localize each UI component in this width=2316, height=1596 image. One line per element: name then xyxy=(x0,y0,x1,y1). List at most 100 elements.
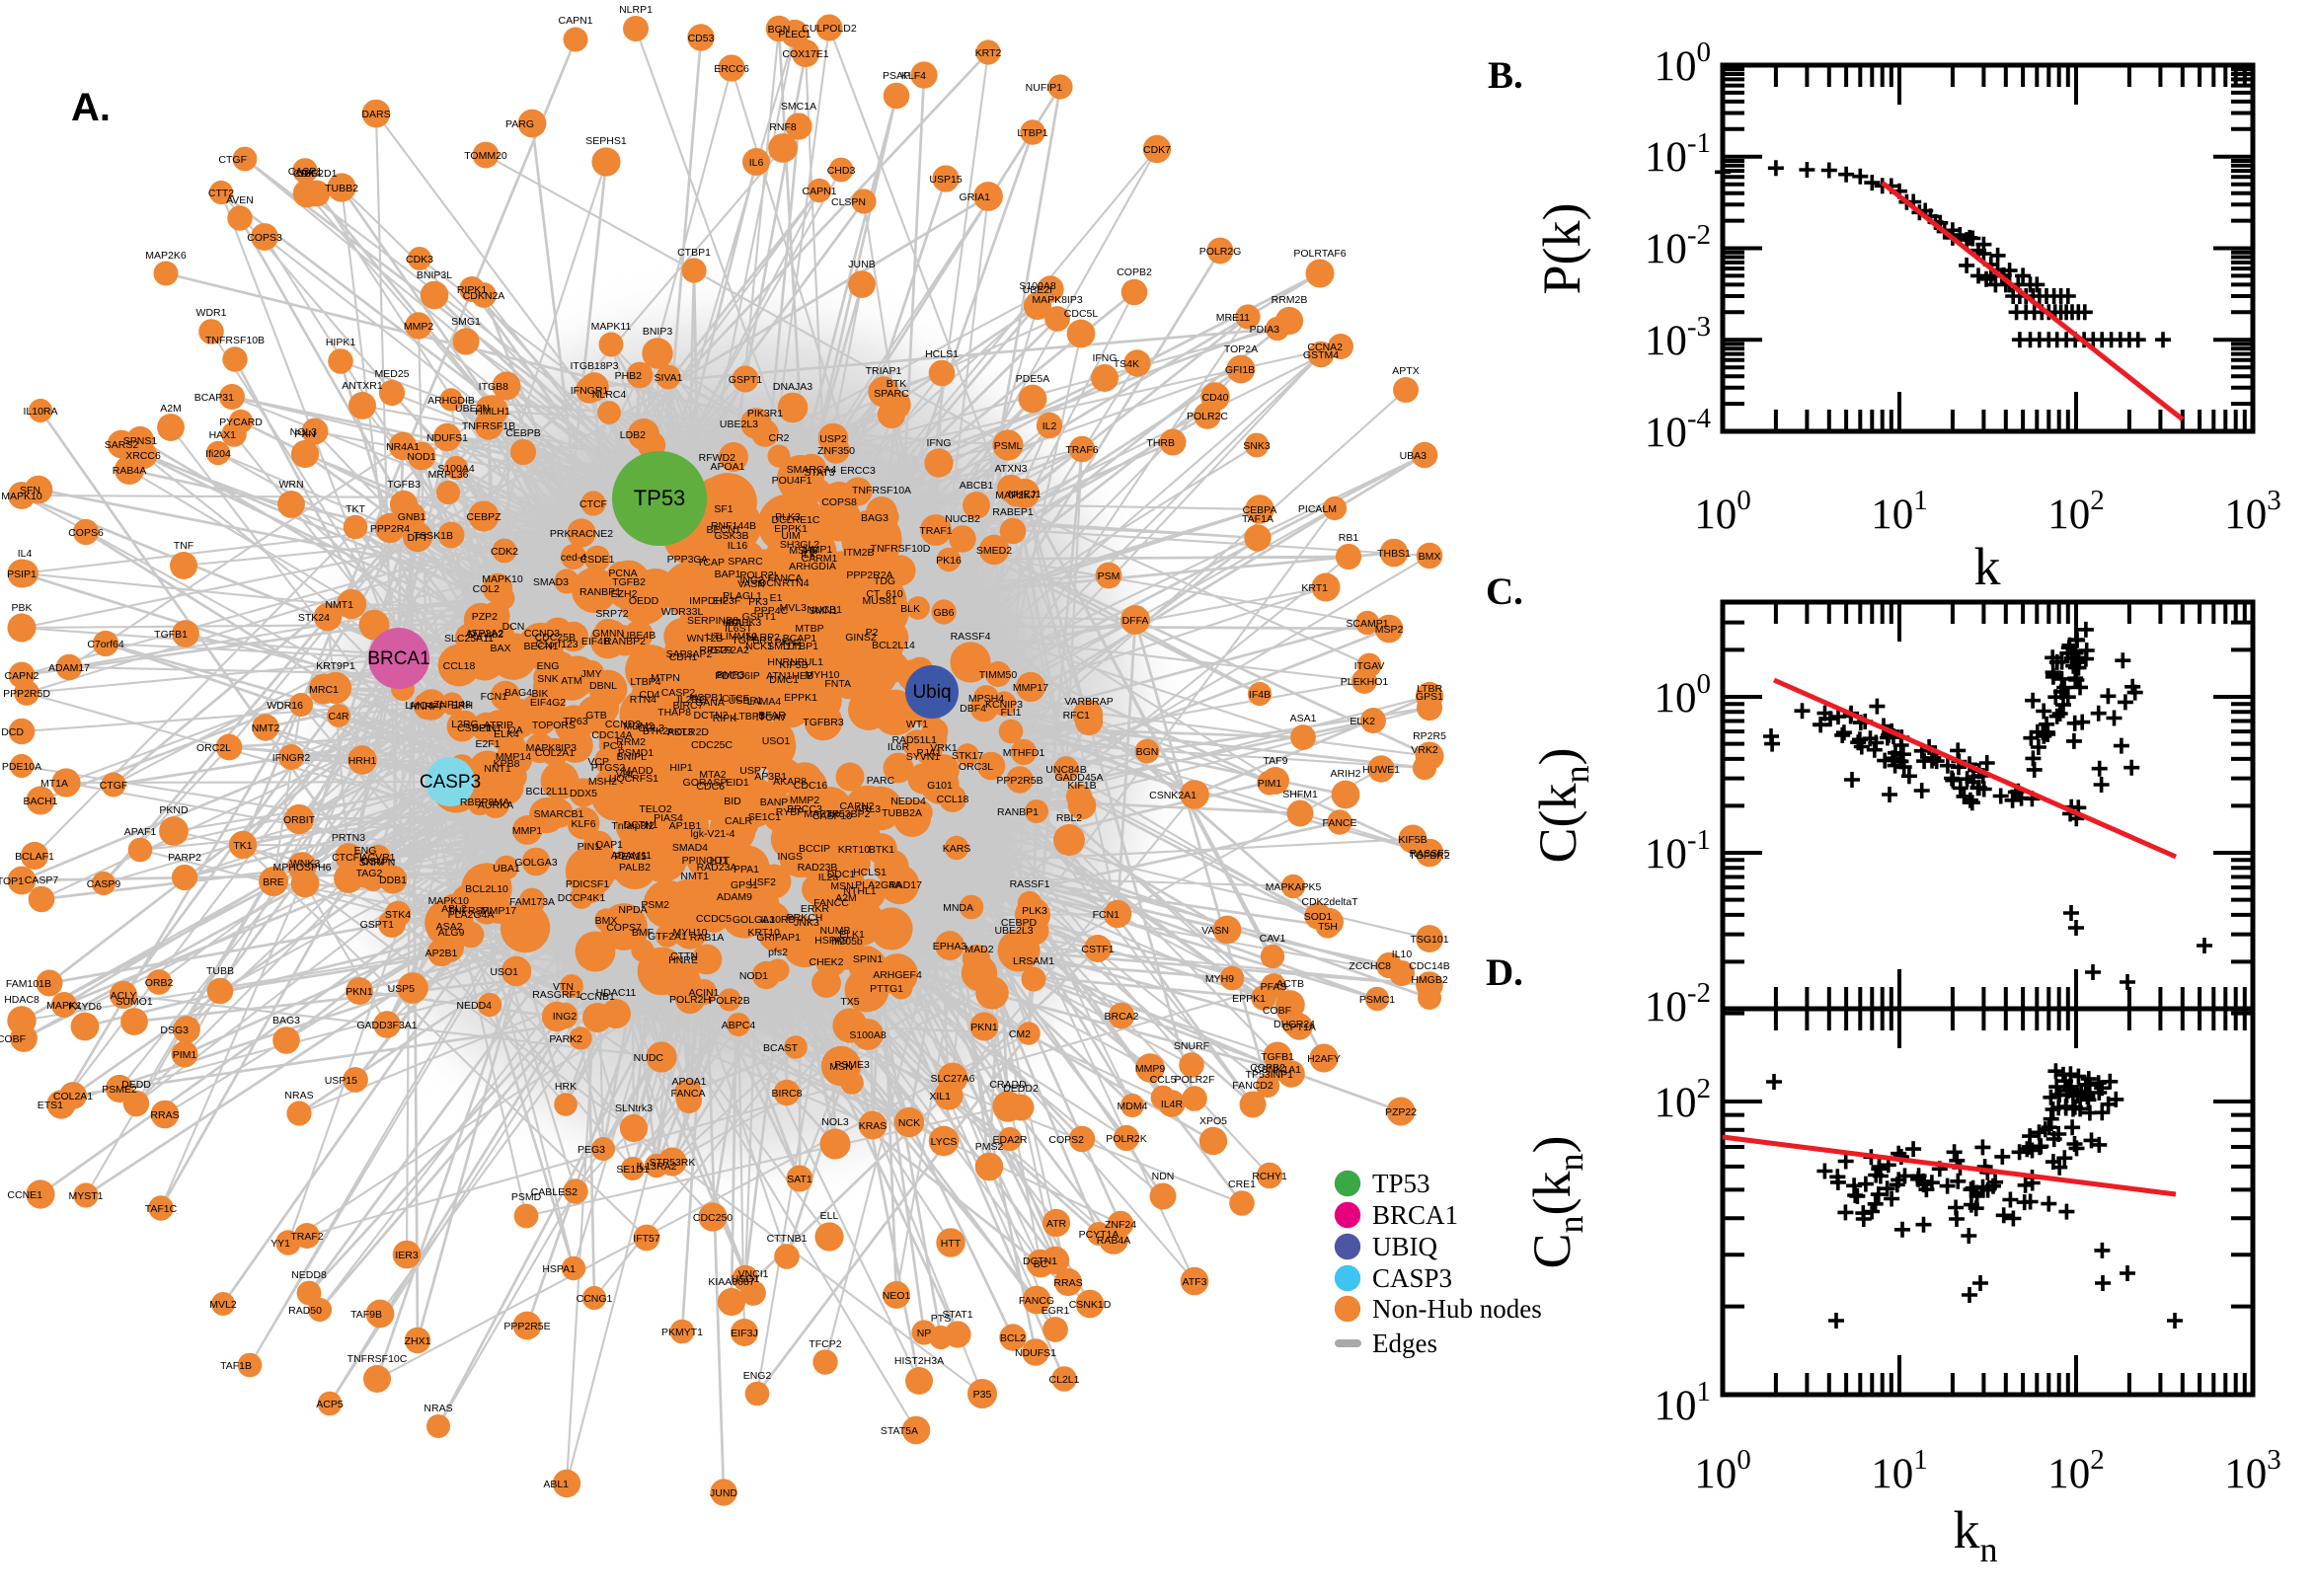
svg-text:PARP2: PARP2 xyxy=(168,852,201,864)
svg-text:RYBP: RYBP xyxy=(776,806,804,818)
svg-text:SMED2: SMED2 xyxy=(976,545,1012,557)
svg-text:WDR16: WDR16 xyxy=(267,700,303,712)
svg-text:MAPKAPK5: MAPKAPK5 xyxy=(1266,881,1322,893)
svg-text:PFAS: PFAS xyxy=(1261,981,1287,993)
svg-text:SYVN1: SYVN1 xyxy=(906,751,941,763)
svg-text:ADAM11: ADAM11 xyxy=(611,850,652,862)
svg-text:BAX: BAX xyxy=(490,643,510,654)
svg-text:LDB2: LDB2 xyxy=(620,429,646,441)
svg-text:PZP22: PZP22 xyxy=(1385,1106,1417,1118)
svg-text:PDE10A: PDE10A xyxy=(2,761,41,773)
svg-text:AKAP8: AKAP8 xyxy=(773,776,807,788)
svg-text:RIPK: RIPK xyxy=(713,713,737,724)
svg-text:POU4F1: POU4F1 xyxy=(772,475,812,487)
svg-text:CTCF: CTCF xyxy=(579,498,607,510)
svg-text:CTGF: CTGF xyxy=(218,154,247,166)
svg-text:ING2: ING2 xyxy=(739,574,764,586)
svg-text:CDK2deltaT: CDK2deltaT xyxy=(1301,896,1358,908)
svg-text:TNFRSF10B: TNFRSF10B xyxy=(205,335,265,346)
svg-text:USP5: USP5 xyxy=(388,983,416,995)
svg-text:CSTF1: CSTF1 xyxy=(1081,944,1114,955)
svg-text:HTT: HTT xyxy=(941,1238,962,1250)
svg-text:B.: B. xyxy=(1488,54,1523,97)
svg-text:CLSPN: CLSPN xyxy=(831,196,866,208)
svg-text:SE1C1: SE1C1 xyxy=(748,811,781,823)
svg-text:SMN1: SMN1 xyxy=(809,605,837,617)
svg-text:TDG: TDG xyxy=(874,575,895,587)
svg-text:AKT3: AKT3 xyxy=(667,726,693,738)
svg-text:PLA2G4A: PLA2G4A xyxy=(855,879,901,891)
svg-text:WNT2B: WNT2B xyxy=(687,633,724,645)
svg-text:POLRTAF6: POLRTAF6 xyxy=(1293,248,1346,260)
svg-text:ENG: ENG xyxy=(537,660,560,672)
svg-text:WT1: WT1 xyxy=(906,719,928,730)
svg-text:KARS: KARS xyxy=(943,843,971,855)
svg-text:MAP2K6: MAP2K6 xyxy=(145,250,187,262)
svg-text:SLC27A6: SLC27A6 xyxy=(931,1073,975,1085)
svg-text:FANCA: FANCA xyxy=(767,572,802,584)
svg-text:USP15: USP15 xyxy=(325,1075,357,1087)
svg-text:UBE2N: UBE2N xyxy=(455,403,490,415)
svg-text:ced-4: ced-4 xyxy=(561,552,586,564)
svg-text:CASP3: CASP3 xyxy=(420,772,481,793)
svg-text:USO1: USO1 xyxy=(732,1273,760,1285)
svg-text:CDH1: CDH1 xyxy=(669,651,698,663)
svg-text:NPDA: NPDA xyxy=(618,904,647,916)
svg-text:MSH6: MSH6 xyxy=(789,545,817,557)
svg-text:MVL3: MVL3 xyxy=(780,602,808,614)
svg-text:HMGB2: HMGB2 xyxy=(1411,974,1448,986)
svg-text:BID: BID xyxy=(724,796,741,807)
svg-text:USF2: USF2 xyxy=(749,876,776,888)
svg-text:PBK: PBK xyxy=(11,602,32,614)
svg-text:L2RG: L2RG xyxy=(451,719,478,730)
svg-text:BAG3: BAG3 xyxy=(861,512,888,524)
svg-text:ASA2: ASA2 xyxy=(436,921,463,933)
svg-text:ORC3L: ORC3L xyxy=(959,761,993,773)
svg-text:ARHGDIB: ARHGDIB xyxy=(427,395,475,407)
svg-text:GSPT1: GSPT1 xyxy=(729,374,763,386)
svg-text:PYCARD: PYCARD xyxy=(219,417,263,428)
svg-text:RRAS: RRAS xyxy=(150,1109,179,1121)
svg-text:PDIA3: PDIA3 xyxy=(1250,324,1280,336)
svg-text:C4R: C4R xyxy=(328,711,348,722)
svg-text:CDC6: CDC6 xyxy=(696,781,725,793)
svg-text:PPP4C: PPP4C xyxy=(754,605,789,617)
svg-text:ABL1: ABL1 xyxy=(543,1479,569,1490)
svg-text:ARL3: ARL3 xyxy=(855,803,881,815)
svg-text:SPNS1: SPNS1 xyxy=(123,435,158,447)
svg-text:HRH1: HRH1 xyxy=(348,755,377,767)
svg-text:BRE: BRE xyxy=(263,876,284,888)
svg-text:DBNL: DBNL xyxy=(589,680,617,692)
svg-text:COPS2: COPS2 xyxy=(1048,1134,1084,1146)
svg-text:GSPT1: GSPT1 xyxy=(360,919,395,931)
svg-text:YY1: YY1 xyxy=(270,1238,290,1250)
svg-text:ERCC6: ERCC6 xyxy=(714,63,749,75)
svg-text:IFNG: IFNG xyxy=(926,437,951,449)
svg-text:GOLGA3: GOLGA3 xyxy=(733,914,775,926)
svg-text:CASP7: CASP7 xyxy=(25,874,59,886)
svg-text:IFT57: IFT57 xyxy=(633,1233,660,1245)
svg-text:C7orf64: C7orf64 xyxy=(87,639,124,650)
svg-text:AVEN: AVEN xyxy=(226,194,254,206)
svg-text:KIF5B: KIF5B xyxy=(1398,834,1427,846)
svg-text:MRC1: MRC1 xyxy=(309,684,339,696)
svg-text:SMDT1: SMDT1 xyxy=(767,641,803,652)
svg-text:E1: E1 xyxy=(770,592,783,604)
svg-text:BCL2: BCL2 xyxy=(1000,1332,1026,1344)
svg-text:S100A8: S100A8 xyxy=(849,1029,887,1041)
svg-text:PJA1: PJA1 xyxy=(916,747,941,759)
svg-text:HNRE: HNRE xyxy=(668,954,698,966)
svg-text:BCL2L11: BCL2L11 xyxy=(525,786,568,798)
svg-text:Ifi204: Ifi204 xyxy=(205,448,231,460)
svg-text:PTS: PTS xyxy=(931,1313,951,1325)
svg-text:IF4B: IF4B xyxy=(1249,689,1271,701)
svg-text:COPS7: COPS7 xyxy=(606,922,642,934)
svg-text:PICALM: PICALM xyxy=(1298,503,1337,515)
svg-text:S100A4: S100A4 xyxy=(437,463,475,475)
svg-text:SMAD4: SMAD4 xyxy=(672,842,708,854)
svg-text:NOL3: NOL3 xyxy=(290,426,318,438)
svg-text:ZNF148: ZNF148 xyxy=(433,699,471,711)
svg-text:MTHFD1: MTHFD1 xyxy=(1003,747,1045,759)
svg-text:WDR33L: WDR33L xyxy=(661,606,704,618)
svg-text:IL6R: IL6R xyxy=(888,741,910,753)
